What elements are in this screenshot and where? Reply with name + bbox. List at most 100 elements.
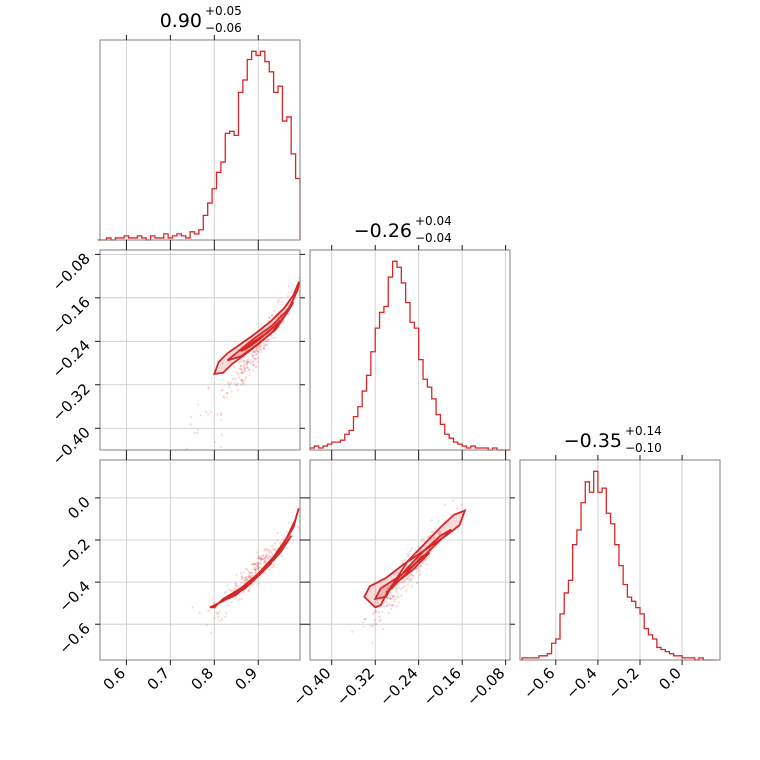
sample-point-2-0 [254,570,257,573]
sample-point-2-1 [381,627,385,631]
sample-point-2-1 [401,559,404,562]
sample-point-2-0 [248,574,251,577]
sample-point-2-0 [257,562,260,565]
sample-point-2-0 [260,566,263,569]
tick-label-x-param-1: −0.24 [376,664,421,709]
sample-point-2-0 [272,563,275,566]
sample-point-1-0 [226,381,230,384]
sample-point-2-0 [256,563,260,567]
sample-point-2-0 [244,576,247,580]
sample-point-1-0 [207,413,210,416]
sample-point-2-0 [238,598,241,601]
sample-point-2-0 [253,563,256,566]
sample-point-2-0 [255,568,258,571]
sample-point-1-0 [277,314,280,318]
sample-point-1-0 [246,366,249,369]
sample-point-2-0 [259,556,263,560]
sample-point-2-1 [378,619,381,623]
sample-point-2-1 [397,595,400,599]
sample-point-2-1 [432,530,435,533]
sample-point-1-0 [264,344,268,347]
tick-label-x-param-1: −0.08 [463,664,508,709]
sample-point-1-0 [243,370,246,373]
sample-point-2-0 [210,631,213,634]
sample-point-2-0 [245,567,248,571]
sample-point-2-1 [418,566,421,569]
sample-point-1-0 [273,336,276,340]
sample-point-2-1 [393,600,396,603]
sample-point-1-0 [267,338,270,341]
sample-point-2-0 [266,547,269,550]
sample-point-1-0 [286,295,290,298]
sample-point-2-0 [234,597,237,600]
sample-point-1-0 [256,360,259,363]
sample-point-2-0 [268,555,271,559]
sample-point-1-0 [253,357,256,360]
sample-point-1-0 [251,360,254,363]
sample-point-1-0 [235,384,238,387]
sample-point-2-0 [223,591,227,595]
tick-label-y-param-2: −0.4 [55,577,93,615]
sample-point-1-0 [245,375,248,378]
sample-point-2-0 [285,531,289,534]
sample-point-1-0 [252,364,255,367]
sample-point-1-0 [209,410,212,413]
sample-point-1-0 [228,386,231,389]
sample-point-1-0 [193,431,197,435]
sample-point-2-0 [257,582,260,585]
sample-point-2-1 [409,577,412,580]
sample-point-1-0 [220,413,223,417]
sample-point-1-0 [225,392,228,395]
sample-point-2-0 [245,568,249,571]
sample-point-2-0 [256,565,259,568]
sample-point-1-0 [270,313,274,317]
sample-point-2-0 [255,564,258,567]
sample-point-2-1 [401,561,404,565]
sample-point-2-1 [443,503,447,506]
sample-point-2-1 [375,610,378,613]
sample-point-2-0 [296,526,300,529]
sample-point-2-0 [207,609,210,613]
title-param-2-err-plus: +0.14 [625,424,662,438]
sample-point-1-0 [252,363,255,366]
sample-point-2-1 [400,594,403,597]
sample-point-2-0 [251,563,254,566]
sample-point-2-1 [375,623,378,626]
sample-point-1-0 [277,299,280,302]
sample-point-2-0 [264,561,267,565]
sample-point-1-0 [252,369,255,372]
contour-2-1-level-2 [385,551,431,594]
sample-point-2-1 [393,573,396,576]
sample-point-1-0 [207,386,210,389]
sample-point-1-0 [262,341,265,344]
sample-point-2-1 [406,577,409,580]
sample-point-1-0 [252,360,255,363]
sample-point-1-0 [271,314,274,317]
tick-label-x-param-0: 0.8 [188,664,218,694]
sample-point-1-0 [256,365,259,368]
sample-point-2-1 [369,624,372,627]
sample-point-1-0 [256,350,259,353]
tick-label-y-param-2: −0.2 [55,535,93,573]
sample-point-1-0 [260,346,263,349]
sample-point-1-0 [207,387,210,390]
sample-point-2-0 [262,557,265,560]
sample-point-2-1 [401,586,404,589]
sample-point-2-0 [229,589,232,592]
sample-point-1-0 [246,363,249,366]
sample-point-1-0 [287,312,290,316]
sample-point-1-0 [247,360,250,364]
sample-point-2-1 [426,536,429,539]
sample-point-2-1 [405,589,408,592]
sample-point-2-0 [265,553,268,556]
sample-point-2-0 [268,548,271,552]
sample-point-1-0 [246,360,249,363]
sample-point-2-0 [218,619,222,622]
sample-point-2-0 [259,557,262,561]
sample-point-1-0 [230,381,233,385]
sample-point-1-0 [241,378,244,382]
sample-point-2-0 [260,557,263,561]
sample-point-1-0 [210,377,214,380]
sample-point-2-0 [213,617,216,620]
